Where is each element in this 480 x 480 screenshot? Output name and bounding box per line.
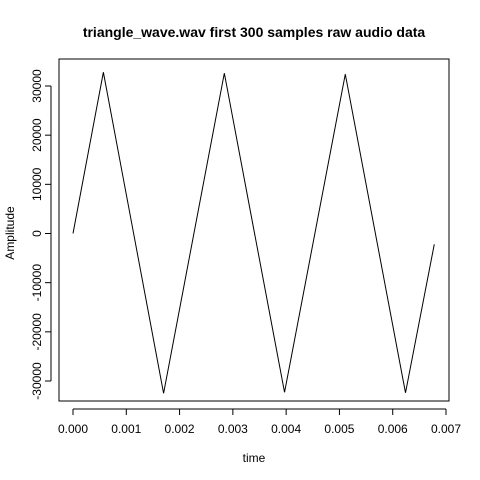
y-tick-label: -20000 <box>30 313 44 351</box>
plot-frame <box>58 58 450 402</box>
x-tick-label: 0.004 <box>271 422 301 436</box>
y-tick-label: -30000 <box>30 362 44 400</box>
chart-title: triangle_wave.wav first 300 samples raw … <box>83 24 426 40</box>
y-tick-label: -10000 <box>30 264 44 302</box>
x-tick-label: 0.007 <box>431 422 461 436</box>
y-axis: -30000 -20000 -10000 0 10000 20000 30000 <box>30 69 52 400</box>
series-layer <box>72 72 435 394</box>
x-tick-label: 0.002 <box>165 422 195 436</box>
x-tick-label: 0.003 <box>218 422 248 436</box>
y-tick-label: 30000 <box>30 69 44 103</box>
series-line <box>72 72 435 394</box>
y-tick-label: 20000 <box>30 118 44 152</box>
x-axis-label: time <box>243 451 266 465</box>
x-tick-label: 0.001 <box>111 422 141 436</box>
y-tick-label: 0 <box>30 230 44 237</box>
y-axis-label: Amplitude <box>3 206 17 260</box>
x-tick-label: 0.006 <box>378 422 408 436</box>
y-tick-label: 10000 <box>30 167 44 201</box>
x-tick-label: 0.005 <box>324 422 354 436</box>
x-tick-label: 0.000 <box>58 422 88 436</box>
x-axis: 0.000 0.001 0.002 0.003 0.004 0.005 0.006 0.007 <box>58 408 461 436</box>
